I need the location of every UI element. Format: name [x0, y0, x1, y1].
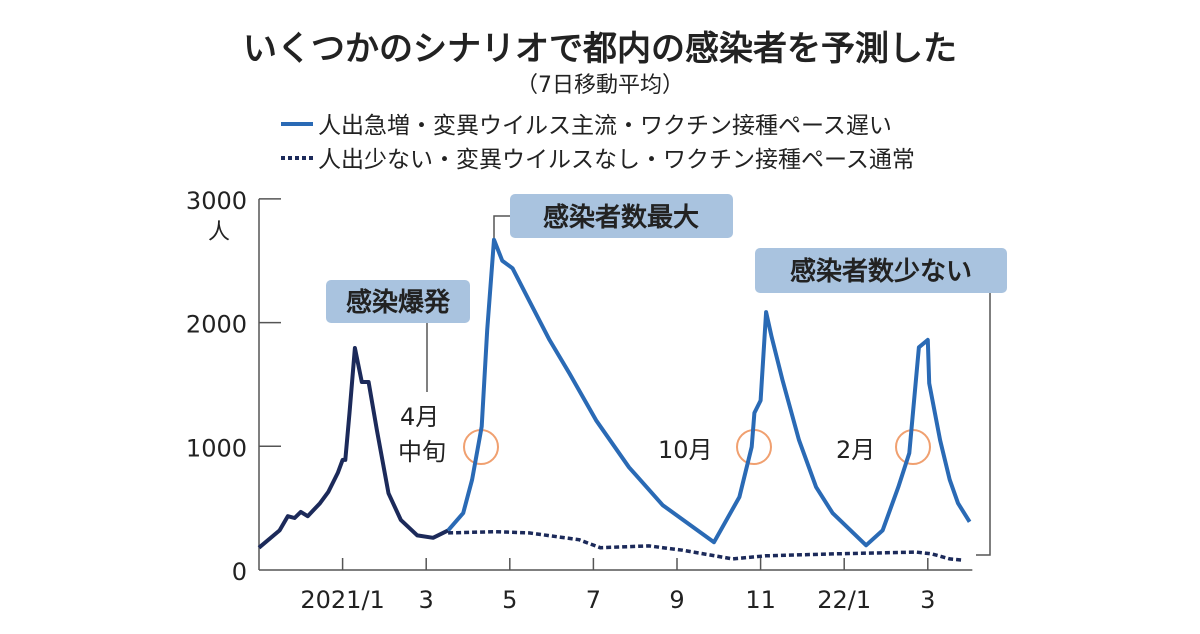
x-tick-label: 2021/1	[300, 586, 384, 614]
annotation-text-outbreak: 感染爆発	[346, 288, 451, 318]
connector-max	[494, 216, 510, 238]
y-tick-label: 2000	[186, 311, 247, 339]
legend-label-dotted: 人出少ない・変異ウイルスなし・ワクチン接種ペース通常	[318, 147, 915, 173]
x-tick-label: 7	[586, 586, 601, 614]
highlight-circle-february	[896, 430, 930, 464]
y-tick-label: 0	[232, 558, 247, 586]
annotation-text-max: 感染者数最大	[543, 203, 699, 233]
chart-subtitle: （7日移動平均）	[516, 73, 684, 98]
label-october: 10月	[658, 436, 713, 464]
y-unit-label: 人	[208, 220, 230, 245]
connector-few	[976, 293, 990, 555]
label-february: 2月	[836, 436, 875, 464]
x-tick-label: 5	[502, 586, 517, 614]
y-tick-label: 3000	[186, 187, 247, 215]
x-tick-label: 3	[419, 586, 434, 614]
label-april: 4月	[400, 403, 439, 431]
x-tick-label: 3	[920, 586, 935, 614]
chart-title: いくつかのシナリオで都内の感染者を予測した	[243, 29, 957, 69]
annotations: 感染爆発 感染者数最大 感染者数少ない 4月 中旬 10月 2月	[326, 194, 1007, 555]
x-tick-label: 9	[669, 586, 684, 614]
annotation-text-few: 感染者数少ない	[790, 257, 972, 287]
x-tick-label: 11	[745, 586, 776, 614]
label-mid: 中旬	[398, 438, 446, 466]
y-tick-label: 1000	[186, 434, 247, 462]
x-tick-label: 22/1	[817, 586, 871, 614]
legend-label-solid: 人出急増・変異ウイルス主流・ワクチン接種ペース遅い	[318, 113, 892, 139]
